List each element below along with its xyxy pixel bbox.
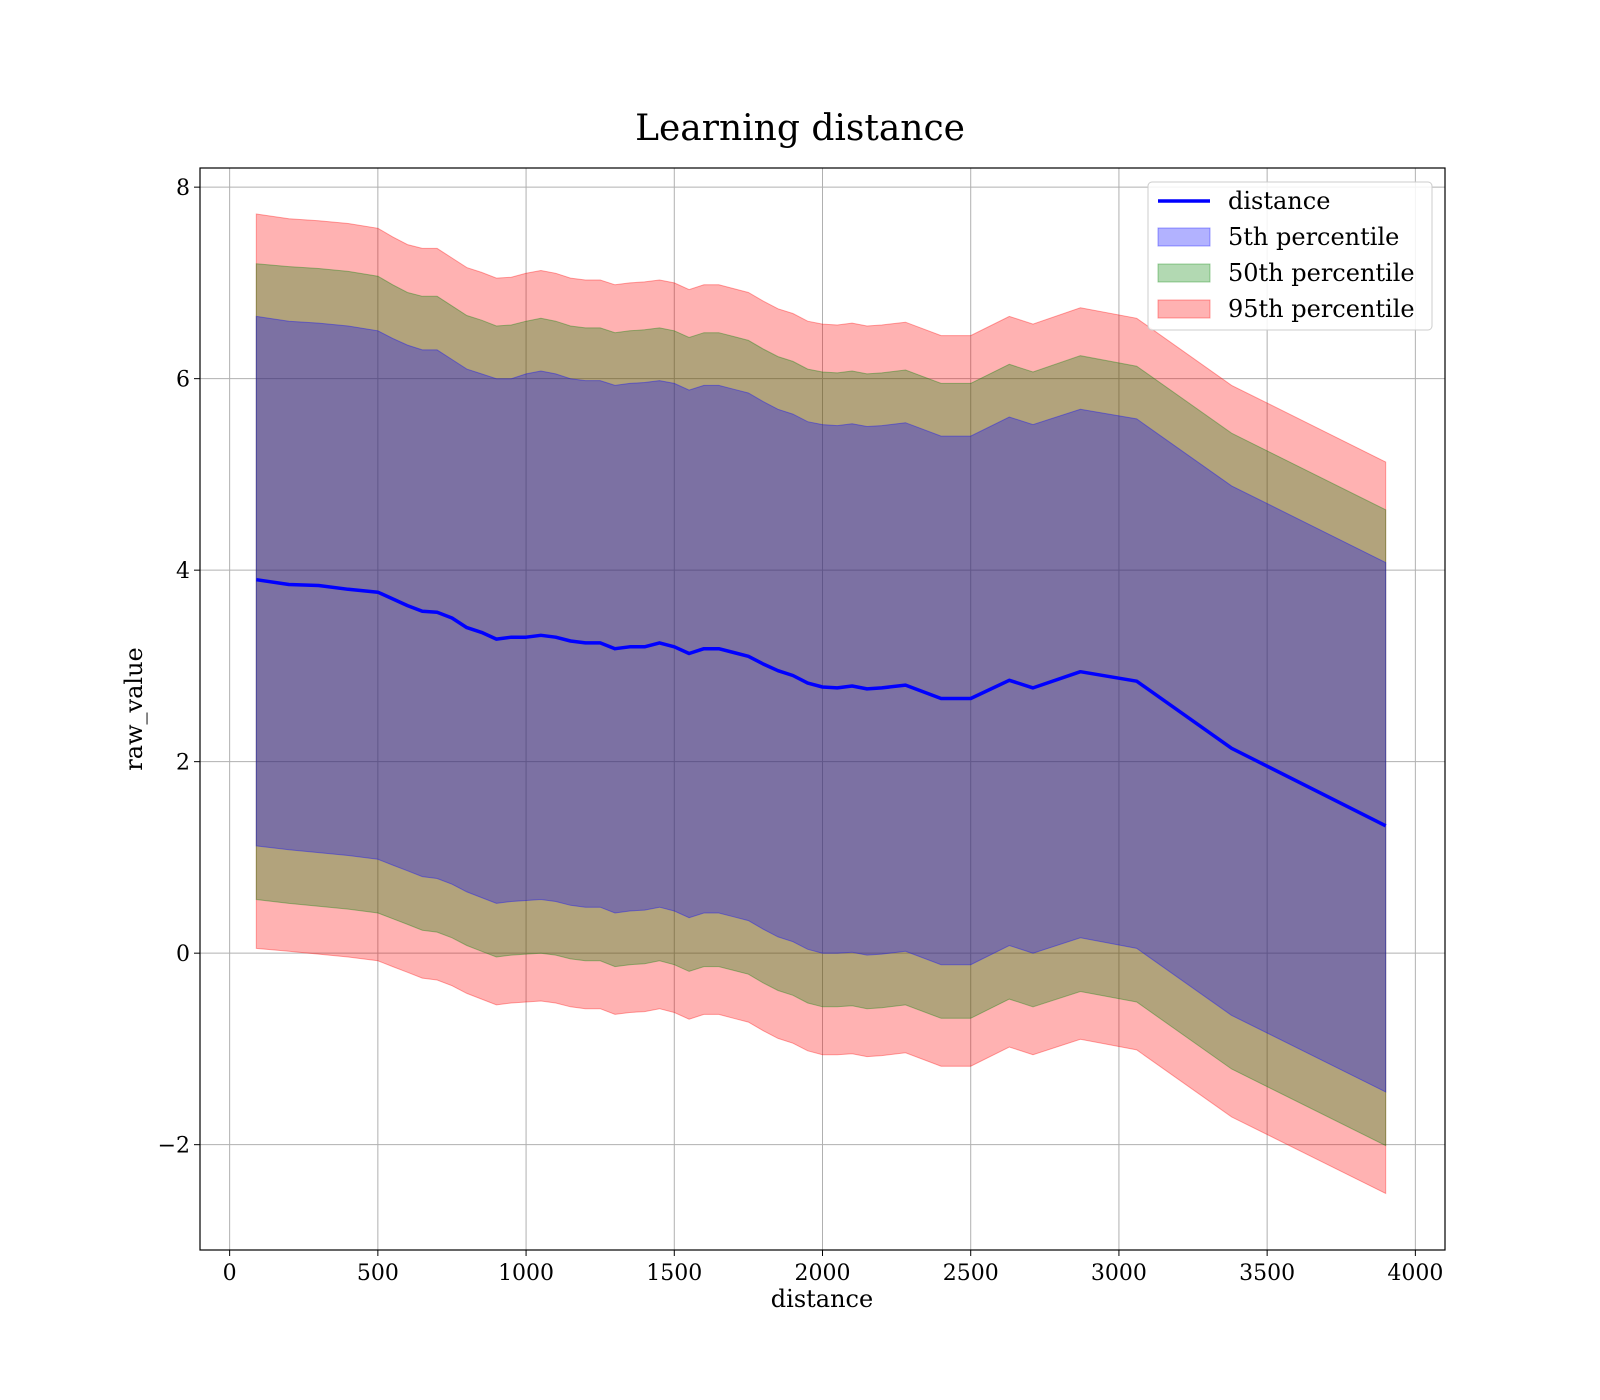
legend-label-5th-percentile: 5th percentile [1228, 223, 1399, 251]
y-axis-ticks: −2 0 2 4 6 8 [158, 176, 200, 1159]
x-tick-label-1: 500 [357, 1261, 399, 1286]
x-tick-label-3: 1500 [646, 1261, 702, 1286]
band-95th-percentile [255, 213, 1387, 1195]
y-axis-label: raw_value [120, 647, 148, 771]
legend-box [1147, 181, 1433, 331]
y-tick-label-3: 4 [176, 559, 190, 584]
y-tick-label-4: 6 [176, 368, 190, 393]
legend: distance 5th percentile 50th percentile 95t… [1147, 181, 1433, 331]
legend-swatch-50th-percentile [1157, 263, 1211, 283]
series-line-distance [256, 577, 1387, 828]
legend-label-95th-percentile: 95th percentile [1228, 295, 1415, 323]
y-tick-label-2: 2 [176, 751, 190, 776]
x-tick-label-2: 1000 [498, 1261, 554, 1286]
legend-swatch-95th-percentile [1157, 299, 1211, 319]
series-lines [256, 577, 1387, 828]
percentile-bands [255, 213, 1387, 1195]
legend-swatch-5th-percentile [1157, 227, 1211, 247]
y-tick-label-1: 0 [176, 942, 190, 967]
x-tick-label-4: 2000 [795, 1261, 851, 1286]
x-tick-label-5: 2500 [943, 1261, 999, 1286]
y-tick-label-0: −2 [158, 1134, 190, 1159]
x-tick-label-0: 0 [223, 1261, 237, 1286]
legend-label-distance: distance [1228, 187, 1330, 215]
legend-label-50th-percentile: 50th percentile [1228, 259, 1415, 287]
x-tick-label-7: 3500 [1239, 1261, 1295, 1286]
band-5th-percentile [255, 315, 1387, 1093]
x-axis-label: distance [771, 1285, 873, 1313]
x-tick-label-6: 3000 [1091, 1261, 1147, 1286]
chart-title: Learning distance [635, 108, 965, 149]
grid [200, 168, 1445, 1250]
x-axis-ticks: 0 500 1000 1500 2000 2500 3000 3500 4000 [223, 1250, 1443, 1286]
x-tick-label-8: 4000 [1387, 1261, 1443, 1286]
band-50th-percentile [255, 263, 1387, 1147]
y-tick-label-5: 8 [176, 176, 190, 201]
